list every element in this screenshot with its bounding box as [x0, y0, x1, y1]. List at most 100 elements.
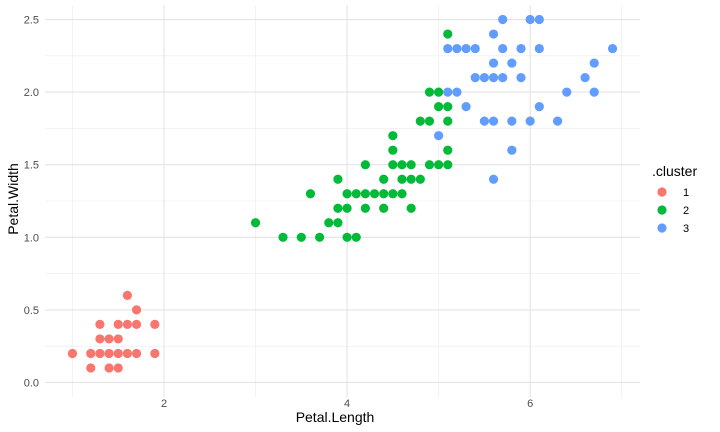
- data-point-cluster-3: [452, 43, 462, 54]
- data-point-cluster-2: [397, 160, 407, 170]
- y-tick-label: 2.0: [24, 87, 39, 99]
- data-point-cluster-1: [67, 348, 78, 359]
- data-point-cluster-2: [296, 232, 306, 242]
- data-point-cluster-2: [434, 87, 444, 97]
- data-point-cluster-3: [562, 87, 572, 97]
- data-point-cluster-3: [434, 131, 444, 141]
- y-axis-title: Petal.Width: [5, 163, 21, 235]
- data-point-cluster-2: [406, 203, 416, 213]
- data-point-cluster-1: [104, 334, 114, 344]
- data-point-cluster-3: [488, 174, 499, 184]
- grid: [45, 5, 640, 397]
- legend: .cluster 1 2 3: [652, 163, 697, 235]
- data-point-cluster-1: [95, 319, 105, 330]
- data-point-cluster-2: [342, 189, 352, 199]
- y-tick-label: 2.5: [24, 15, 39, 27]
- data-point-cluster-2: [434, 102, 444, 112]
- legend-label-1: 1: [683, 187, 689, 199]
- data-point-cluster-3: [534, 102, 544, 112]
- data-point-cluster-2: [351, 189, 361, 199]
- data-point-cluster-3: [507, 116, 517, 126]
- x-tick-label: 6: [527, 398, 533, 410]
- data-point-cluster-1: [86, 348, 96, 359]
- data-point-cluster-2: [415, 174, 425, 184]
- data-point-cluster-2: [443, 102, 453, 112]
- data-point-cluster-3: [525, 14, 535, 25]
- data-point-cluster-1: [122, 290, 132, 300]
- data-point-cluster-3: [525, 116, 535, 126]
- data-point-cluster-1: [95, 334, 105, 344]
- data-point-cluster-3: [498, 43, 508, 54]
- data-point-cluster-1: [150, 348, 160, 359]
- data-point-cluster-2: [434, 160, 444, 170]
- data-point-cluster-1: [122, 319, 132, 330]
- data-point-cluster-3: [498, 72, 508, 83]
- data-point-cluster-3: [488, 29, 499, 39]
- data-point-cluster-2: [369, 189, 380, 199]
- y-tick-label: 1.5: [24, 160, 39, 172]
- data-point-cluster-2: [424, 160, 435, 170]
- data-point-cluster-1: [104, 348, 114, 359]
- data-point-cluster-1: [131, 305, 142, 315]
- data-point-cluster-2: [379, 174, 389, 184]
- data-point-cluster-2: [443, 116, 453, 126]
- data-point-cluster-3: [452, 87, 462, 97]
- data-points: [67, 14, 618, 373]
- data-point-cluster-3: [516, 43, 526, 54]
- data-point-cluster-3: [443, 43, 453, 54]
- legend-key-1: [657, 187, 667, 197]
- x-axis-title: Petal.Length: [296, 409, 375, 425]
- data-point-cluster-3: [479, 116, 489, 126]
- data-point-cluster-2: [415, 116, 425, 126]
- data-point-cluster-2: [315, 232, 325, 242]
- data-point-cluster-2: [351, 232, 361, 242]
- data-point-cluster-3: [443, 87, 453, 97]
- data-point-cluster-3: [553, 116, 563, 126]
- y-tick-label: 0.0: [24, 377, 39, 389]
- legend-key-2: [657, 205, 667, 215]
- data-point-cluster-2: [443, 145, 453, 155]
- data-point-cluster-2: [360, 160, 370, 170]
- data-point-cluster-1: [131, 319, 142, 330]
- data-point-cluster-1: [86, 363, 96, 373]
- data-point-cluster-2: [443, 29, 453, 39]
- data-point-cluster-2: [443, 160, 453, 170]
- data-point-cluster-3: [580, 72, 590, 83]
- data-point-cluster-2: [379, 189, 389, 199]
- y-tick-label: 1.0: [24, 232, 39, 244]
- data-point-cluster-3: [498, 14, 508, 25]
- data-point-cluster-3: [589, 87, 599, 97]
- data-point-cluster-2: [424, 116, 435, 126]
- data-point-cluster-1: [113, 363, 123, 373]
- data-point-cluster-3: [470, 43, 480, 54]
- x-tick-label: 4: [344, 398, 350, 410]
- y-tick-label: 0.5: [24, 305, 39, 317]
- data-point-cluster-3: [488, 116, 499, 126]
- data-point-cluster-1: [113, 334, 123, 344]
- data-point-cluster-3: [488, 58, 499, 68]
- data-point-cluster-2: [397, 174, 407, 184]
- data-point-cluster-2: [388, 145, 398, 155]
- data-point-cluster-2: [333, 218, 343, 228]
- data-point-cluster-2: [388, 160, 398, 170]
- data-point-cluster-1: [104, 363, 114, 373]
- data-point-cluster-2: [324, 218, 334, 228]
- data-point-cluster-2: [406, 174, 416, 184]
- data-point-cluster-1: [122, 348, 132, 359]
- data-point-cluster-3: [589, 58, 599, 68]
- legend-title: .cluster: [652, 163, 697, 179]
- data-point-cluster-1: [95, 348, 105, 359]
- x-tick-label: 2: [161, 398, 167, 410]
- data-point-cluster-2: [342, 232, 352, 242]
- data-point-cluster-2: [397, 189, 407, 199]
- data-point-cluster-2: [360, 203, 370, 213]
- data-point-cluster-2: [305, 189, 316, 199]
- data-point-cluster-2: [250, 218, 261, 228]
- data-point-cluster-3: [461, 43, 471, 54]
- tick-labels: 2 4 6 0.0 0.5 1.0 1.5 2.0 2.5: [24, 15, 534, 410]
- data-point-cluster-3: [488, 72, 499, 83]
- data-point-cluster-1: [131, 348, 142, 359]
- data-point-cluster-2: [379, 203, 389, 213]
